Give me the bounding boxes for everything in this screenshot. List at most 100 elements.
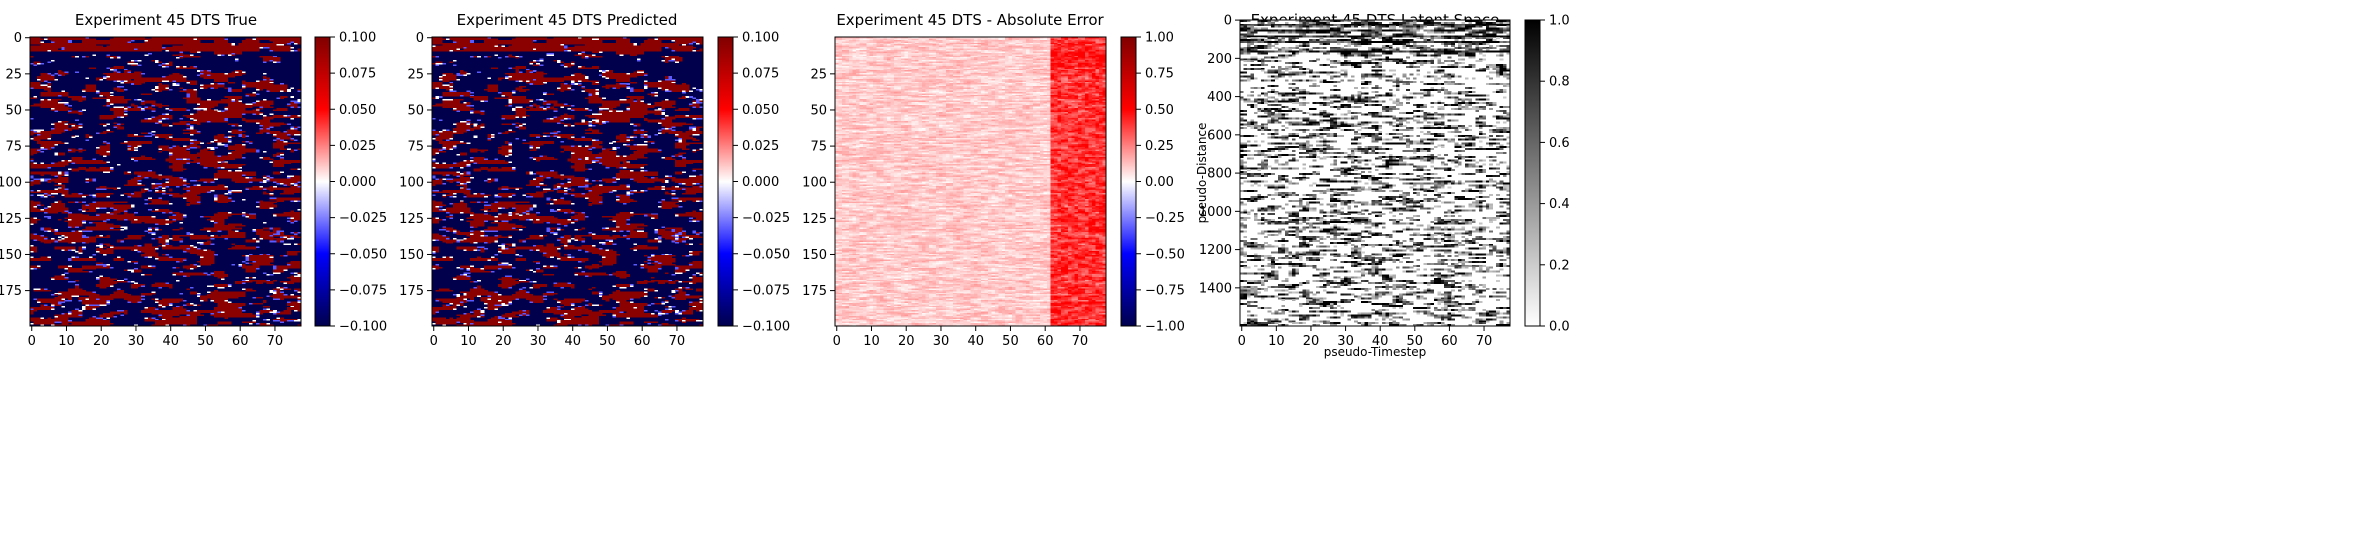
heatmap-cell — [245, 265, 250, 267]
heatmap-cell — [200, 142, 204, 145]
heatmap-cell — [214, 42, 218, 45]
heatmap-cell — [162, 42, 166, 45]
heatmap-cell — [57, 91, 62, 94]
heatmap-cell — [196, 185, 201, 188]
heatmap-cell — [224, 167, 229, 169]
heatmap-cell — [68, 39, 72, 42]
heatmap-cell — [102, 125, 107, 127]
heatmap-cell — [203, 107, 208, 110]
heatmap-cell — [221, 76, 225, 78]
heatmap-cell — [43, 164, 48, 166]
heatmap-cell — [266, 130, 270, 133]
heatmap-cell — [141, 81, 145, 84]
heatmap-cell — [245, 216, 250, 218]
heatmap-cell — [231, 145, 236, 147]
heatmap-cell — [287, 138, 291, 140]
heatmap-cell — [99, 161, 104, 163]
heatmap-cell — [68, 246, 72, 249]
heatmap-cell — [102, 48, 107, 51]
heatmap-cell — [210, 180, 215, 182]
heatmap-cell — [57, 128, 62, 130]
heatmap-cell — [228, 224, 232, 227]
heatmap-cell — [82, 214, 86, 217]
heatmap-cell — [283, 96, 288, 98]
heatmap-cell — [297, 188, 301, 191]
heatmap-cell — [266, 57, 270, 59]
heatmap-cell — [189, 142, 194, 145]
heatmap-cell — [193, 107, 197, 110]
heatmap-cell — [276, 130, 281, 133]
heatmap-cell — [137, 236, 142, 238]
heatmap-cell — [113, 112, 118, 114]
heatmap-cell — [40, 78, 45, 81]
heatmap-cell — [106, 142, 111, 145]
heatmap-cell — [130, 234, 135, 237]
heatmap-cell — [273, 227, 277, 230]
heatmap-cell — [75, 256, 79, 259]
heatmap-cell — [186, 249, 190, 251]
heatmap-cell — [203, 236, 208, 238]
heatmap-cell — [54, 208, 58, 211]
heatmap-cell — [196, 198, 201, 201]
heatmap-cell — [57, 191, 62, 194]
heatmap-cell — [276, 57, 281, 59]
heatmap-cell — [262, 128, 267, 130]
heatmap-cell — [297, 161, 301, 163]
heatmap-cell — [231, 236, 236, 238]
heatmap-cell — [200, 103, 204, 105]
heatmap-cell — [207, 70, 211, 72]
heatmap-cell — [40, 87, 45, 90]
heatmap-cell — [200, 178, 204, 181]
heatmap-cell — [43, 89, 48, 91]
heatmap-cell — [151, 133, 156, 136]
heatmap-cell — [30, 236, 34, 238]
heatmap-cell — [61, 211, 65, 214]
heatmap-cell — [196, 50, 201, 52]
heatmap-cell — [64, 107, 69, 110]
heatmap-cell — [248, 41, 253, 43]
heatmap-cell — [179, 155, 184, 158]
heatmap-cell — [297, 102, 301, 104]
heatmap-cell — [120, 99, 124, 101]
heatmap-cell — [196, 119, 201, 121]
heatmap-cell — [175, 154, 180, 156]
heatmap-cell — [99, 221, 104, 224]
heatmap-cell — [137, 37, 142, 39]
heatmap-cell — [141, 119, 145, 121]
heatmap-cell — [182, 246, 187, 249]
heatmap-cell — [248, 104, 253, 107]
heatmap-cell — [120, 109, 124, 111]
heatmap-cell — [269, 178, 274, 181]
heatmap-cell — [30, 104, 34, 107]
heatmap-cell — [175, 184, 180, 186]
heatmap-cell — [196, 190, 201, 192]
heatmap-cell — [75, 237, 79, 240]
heatmap-cell — [92, 221, 97, 224]
heatmap-cell — [85, 204, 90, 207]
heatmap-cell — [224, 155, 229, 158]
heatmap-cell — [172, 152, 177, 155]
heatmap-cell — [259, 55, 263, 58]
heatmap-cell — [172, 239, 177, 241]
heatmap-cell — [269, 190, 274, 192]
heatmap-cell — [116, 73, 121, 75]
heatmap-cell — [33, 172, 38, 175]
heatmap-cell — [33, 81, 38, 84]
heatmap-cell — [231, 97, 236, 100]
heatmap-cell — [203, 252, 208, 254]
heatmap-cell — [179, 109, 184, 111]
heatmap-cell — [116, 102, 121, 104]
heatmap-cell — [148, 203, 152, 205]
heatmap-cell — [162, 116, 166, 118]
heatmap-cell — [30, 50, 34, 52]
heatmap-cell — [106, 211, 111, 214]
heatmap-cell — [231, 116, 236, 118]
heatmap-cell — [290, 217, 295, 220]
heatmap-cell — [262, 126, 267, 129]
heatmap-cell — [186, 233, 190, 236]
heatmap-cell — [68, 110, 72, 113]
heatmap-cell — [127, 80, 131, 82]
heatmap-cell — [106, 96, 111, 98]
heatmap-cell — [241, 174, 246, 176]
heatmap-cell — [71, 159, 76, 162]
